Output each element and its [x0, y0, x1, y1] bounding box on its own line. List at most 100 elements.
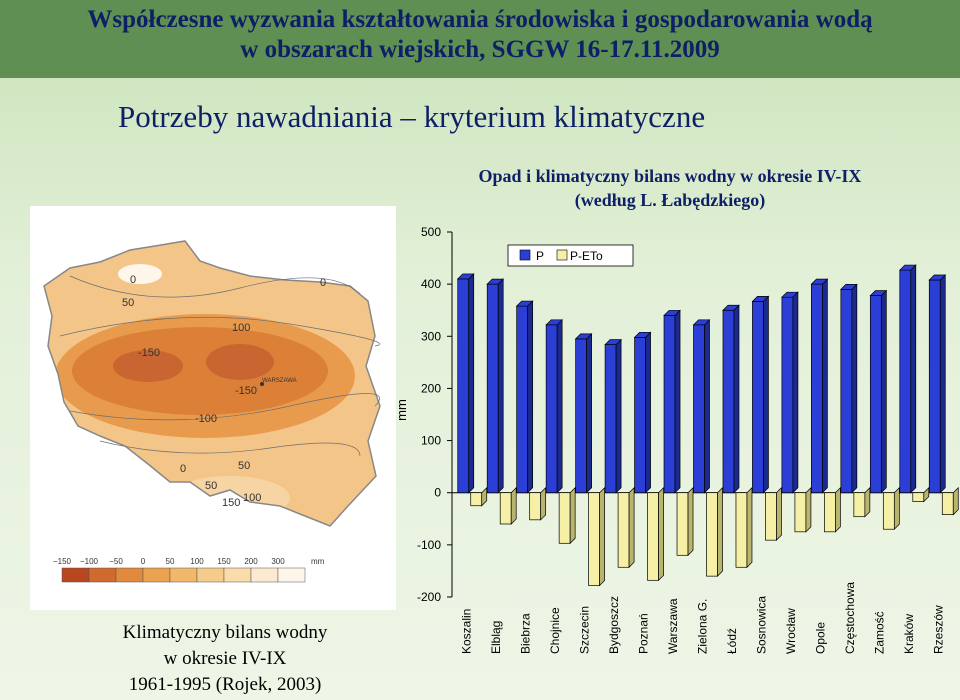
- bar: [840, 289, 853, 494]
- bar: [529, 492, 542, 521]
- y-tick-label: -200: [417, 590, 441, 604]
- x-tick-label: Elbląg: [489, 621, 503, 654]
- legend-swatch: [223, 567, 252, 583]
- bar: [604, 344, 617, 494]
- map-svg: 0 50 100 -150 -150 -100 0 50 50 100 150 …: [43, 240, 381, 583]
- bar-side: [468, 273, 475, 494]
- legend-swatch: [88, 567, 117, 583]
- bar-side: [599, 486, 605, 587]
- x-tick-label: Koszalin: [460, 609, 474, 654]
- bar: [693, 324, 705, 494]
- bar: [486, 283, 499, 494]
- bar: [928, 279, 941, 494]
- legend-tick: mm: [311, 557, 325, 566]
- x-tick-label: Chojnice: [548, 607, 562, 654]
- x-tick-label: Łódź: [725, 628, 739, 654]
- map-zone-coast: [118, 264, 162, 284]
- bar-side: [851, 283, 858, 494]
- bar: [752, 300, 764, 494]
- legend-tick: 300: [271, 557, 285, 566]
- bar: [781, 296, 794, 494]
- legend-swatch: [277, 567, 306, 583]
- map-label: -150: [235, 385, 257, 397]
- map-labels: 0 50 100 -150 -150 -100 0 50 50 100 150 …: [122, 274, 326, 509]
- chart-title-line-1: Opad i klimatyczny bilans wodny w okresi…: [478, 166, 862, 186]
- legend-swatch: [142, 567, 171, 583]
- water-balance-map: 0 50 100 -150 -150 -100 0 50 50 100 150 …: [30, 206, 396, 610]
- bar: [575, 338, 587, 494]
- map-label: 50: [122, 297, 134, 309]
- bar-chart: 500 400 300 200 100 0 -100 -200 mm P P-ETo Koszalin…: [395, 225, 959, 654]
- bar: [722, 309, 735, 494]
- map-zone-low: [72, 327, 328, 415]
- bar-side: [923, 486, 930, 503]
- bar-top: [692, 319, 711, 326]
- bar-side: [717, 486, 723, 577]
- legend-swatch: [250, 567, 279, 583]
- bar-side: [939, 274, 946, 494]
- legend-tick: 0: [141, 557, 146, 566]
- bar: [558, 492, 571, 544]
- map-legend: −150 −100 −50 0 50 100 150 200 300 mm: [53, 557, 325, 583]
- y-tick-label: 400: [421, 277, 441, 291]
- x-tick-label: Warszawa: [666, 598, 680, 654]
- map-border: [43, 240, 381, 527]
- bar: [499, 492, 512, 525]
- map-zone-min-west: [113, 350, 183, 382]
- bar: [869, 295, 882, 494]
- bar: [853, 492, 866, 518]
- bar-top: [486, 278, 505, 285]
- header-banner: Współczesne wyzwania kształtowania środo…: [0, 0, 960, 78]
- legend-swatch-peto: [556, 249, 568, 261]
- bar-side: [952, 486, 959, 516]
- bar-side: [776, 486, 782, 542]
- legend-label-peto: P-ETo: [570, 249, 603, 263]
- map-label: -150: [138, 347, 160, 359]
- legend-tick: −150: [53, 557, 72, 566]
- bar-top: [663, 310, 681, 316]
- bar-side: [746, 486, 753, 569]
- legend-tick: 100: [190, 557, 204, 566]
- legend-swatch-p: [519, 249, 531, 261]
- bar-side: [497, 278, 504, 494]
- bar: [516, 305, 529, 494]
- y-tick-label: 200: [421, 381, 441, 395]
- header-line-1: Współczesne wyzwania kształtowania środo…: [87, 6, 873, 33]
- bar-side: [822, 278, 828, 494]
- bar-top: [810, 278, 829, 285]
- y-tick-label: 300: [421, 329, 441, 343]
- bar-top: [515, 300, 534, 307]
- map-label: 0: [130, 274, 136, 286]
- bar: [735, 492, 748, 568]
- map-label: 150: [222, 497, 240, 509]
- bar-top: [928, 274, 947, 281]
- map-caption-line-2: w okresie IV-IX: [163, 648, 287, 669]
- bar-top: [751, 295, 770, 302]
- bar-side: [792, 291, 799, 494]
- legend-tick: −50: [109, 557, 123, 566]
- legend-tick: 150: [217, 557, 231, 566]
- bar-side: [864, 486, 871, 518]
- bar-top: [840, 284, 858, 290]
- y-tick-label: 100: [421, 434, 441, 448]
- map-caption-line-3: 1961-1995 (Rojek, 2003): [128, 674, 322, 695]
- bar-top: [456, 273, 475, 280]
- legend-tick: −100: [80, 557, 99, 566]
- bar-top: [869, 290, 888, 296]
- bar-side: [893, 486, 900, 531]
- bar: [457, 278, 470, 494]
- map-label: 50: [238, 460, 250, 472]
- bar-side: [805, 486, 812, 533]
- bar-side: [880, 289, 887, 494]
- bar-side: [704, 318, 710, 494]
- bar-side: [687, 486, 694, 557]
- bar-top: [898, 264, 917, 271]
- x-tick-label: Częstochowa: [843, 582, 857, 654]
- legend-label-p: P: [536, 249, 544, 263]
- bar-side: [628, 486, 635, 569]
- map-city-label: WARSZAWA: [262, 378, 297, 384]
- x-tick-label: Zielona G.: [696, 599, 710, 654]
- x-tick-label: Kraków: [902, 614, 916, 654]
- section-title: Potrzeby nawadniania – kryterium klimaty…: [118, 99, 706, 134]
- bar-top: [722, 304, 740, 311]
